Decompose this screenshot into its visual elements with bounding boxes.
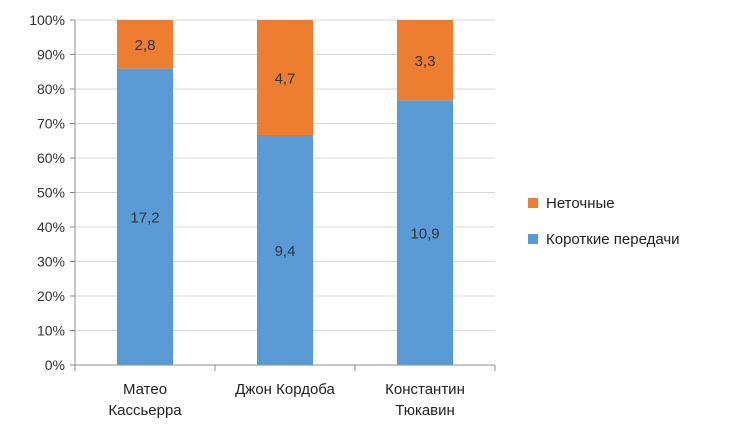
data-label: 17,2 xyxy=(130,210,159,227)
bar-segment xyxy=(117,68,173,366)
y-tick-label: 10% xyxy=(37,323,65,339)
legend-swatch-inaccurate xyxy=(528,198,538,208)
category-label: Тюкавин xyxy=(395,402,455,419)
data-label: 3,3 xyxy=(415,53,436,70)
y-axis-ticks: 0% 10% 20% 30% 40% 50% 60% 70% 80% 90% 100% xyxy=(29,12,75,373)
bar-segment xyxy=(257,135,313,365)
y-tick-label: 70% xyxy=(37,116,65,132)
data-label: 2,8 xyxy=(135,37,156,54)
y-tick-label: 30% xyxy=(37,254,65,270)
bar-segment xyxy=(257,20,313,135)
legend-swatch-short-passes xyxy=(528,234,538,244)
x-axis xyxy=(74,20,496,371)
y-tick-label: 80% xyxy=(37,81,65,97)
y-tick-label: 40% xyxy=(37,219,65,235)
data-label: 10,9 xyxy=(410,226,439,243)
y-tick-label: 60% xyxy=(37,150,65,166)
y-tick-label: 50% xyxy=(37,185,65,201)
bar-segment xyxy=(397,20,453,101)
legend-item-short-passes: Короткие передачи xyxy=(528,229,680,249)
data-label: 4,7 xyxy=(275,71,296,88)
data-label: 9,4 xyxy=(275,243,296,260)
legend-label-short-passes: Короткие передачи xyxy=(546,230,680,248)
category-label: Матео xyxy=(123,381,167,398)
category-label: Джон Кордоба xyxy=(235,381,335,398)
bar-segment xyxy=(117,20,173,69)
legend: Неточные Короткие передачи xyxy=(528,193,680,265)
bar-segment xyxy=(397,100,453,365)
y-tick-label: 20% xyxy=(37,288,65,304)
y-tick-label: 100% xyxy=(29,12,65,28)
bars: 17,2 2,8 9,4 4,7 10,9 3,3 xyxy=(117,20,453,366)
category-label: Кассьерра xyxy=(108,402,182,419)
legend-label-inaccurate: Неточные xyxy=(546,194,615,212)
legend-item-inaccurate: Неточные xyxy=(528,193,680,213)
category-labels: Матео Кассьерра Джон Кордоба Константин Тюка… xyxy=(108,381,465,419)
y-tick-label: 0% xyxy=(45,357,65,373)
category-label: Константин xyxy=(385,381,465,398)
y-tick-label: 90% xyxy=(37,47,65,63)
